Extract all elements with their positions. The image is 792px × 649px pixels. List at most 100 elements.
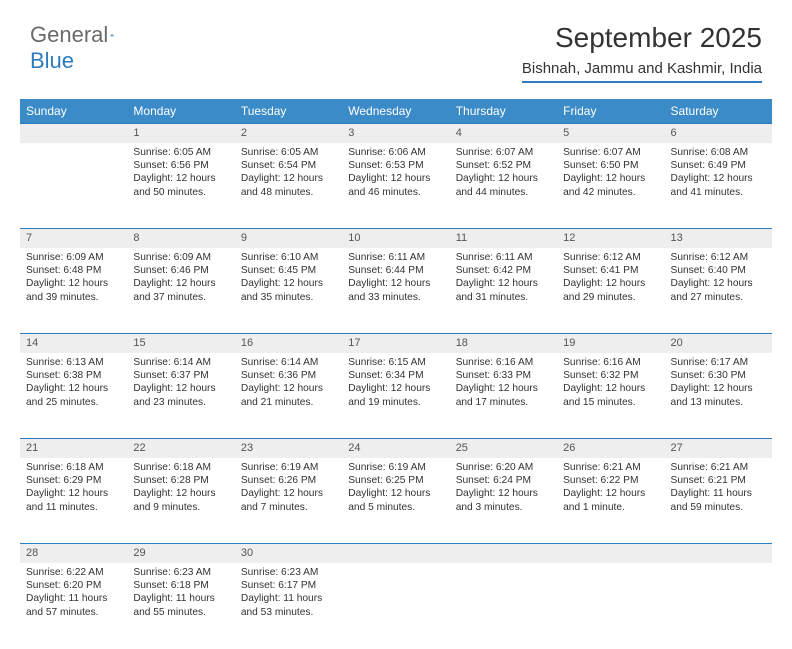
day-info-line: Sunset: 6:52 PM (456, 159, 551, 172)
day-info-line: Sunrise: 6:10 AM (241, 251, 336, 264)
day-cell: Sunrise: 6:14 AMSunset: 6:37 PMDaylight:… (127, 353, 234, 439)
day-number: 14 (20, 334, 127, 353)
day-info-line: Sunset: 6:21 PM (671, 474, 766, 487)
day-info-line: Daylight: 12 hours and 48 minutes. (241, 172, 336, 199)
day-info-line: Daylight: 12 hours and 9 minutes. (133, 487, 228, 514)
weekday-header-row: Sunday Monday Tuesday Wednesday Thursday… (20, 99, 772, 124)
day-content-row: Sunrise: 6:18 AMSunset: 6:29 PM Daylight:… (20, 458, 772, 544)
day-info-line: Sunrise: 6:11 AM (456, 251, 551, 264)
day-info-line: Daylight: 11 hours and 59 minutes. (671, 487, 766, 514)
weekday-header: Saturday (665, 99, 772, 124)
day-info-line: Sunset: 6:42 PM (456, 264, 551, 277)
day-cell: Sunrise: 6:06 AMSunset: 6:53 PMDaylight:… (342, 143, 449, 229)
day-number: 11 (450, 229, 557, 248)
day-info-line: Daylight: 12 hours and 17 minutes. (456, 382, 551, 409)
day-content-row: Sunrise: 6:22 AMSunset: 6:20 PMDaylight:… (20, 563, 772, 649)
day-info-line: Sunset: 6:41 PM (563, 264, 658, 277)
day-info-line: Daylight: 12 hours and 31 minutes. (456, 277, 551, 304)
day-info-line: Sunset: 6:18 PM (133, 579, 228, 592)
day-number: 21 (20, 439, 127, 458)
day-info-line: Sunrise: 6:13 AM (26, 356, 121, 369)
day-info-line: Sunrise: 6:05 AM (133, 146, 228, 159)
day-cell: Sunrise: 6:18 AMSunset: 6:28 PMDaylight:… (127, 458, 234, 544)
day-number: 17 (342, 334, 449, 353)
day-number (342, 544, 449, 563)
day-number (557, 544, 664, 563)
day-cell: Sunrise: 6:21 AMSunset: 6:22 PMDaylight:… (557, 458, 664, 544)
day-info-line: Sunrise: 6:14 AM (241, 356, 336, 369)
day-info-line: Sunset: 6:20 PM (26, 579, 121, 592)
day-info-line: Sunset: 6:30 PM (671, 369, 766, 382)
day-info-line: Sunset: 6:46 PM (133, 264, 228, 277)
day-info-line: Daylight: 12 hours and 5 minutes. (348, 487, 443, 514)
day-number: 15 (127, 334, 234, 353)
day-number: 18 (450, 334, 557, 353)
day-info-line: Daylight: 12 hours and 41 minutes. (671, 172, 766, 199)
logo-text-1: General (30, 22, 108, 48)
logo-text-2: Blue (30, 48, 74, 74)
day-info-line: Daylight: 11 hours and 57 minutes. (26, 592, 121, 619)
day-info-line: Sunrise: 6:23 AM (133, 566, 228, 579)
day-info-line: Sunset: 6:25 PM (348, 474, 443, 487)
day-number: 13 (665, 229, 772, 248)
day-number: 16 (235, 334, 342, 353)
day-info-line: Sunrise: 6:07 AM (563, 146, 658, 159)
day-info-line: Sunset: 6:29 PM (26, 474, 121, 487)
day-info-line: Sunset: 6:50 PM (563, 159, 658, 172)
day-content-row: Sunrise: 6:13 AMSunset: 6:38 PMDaylight:… (20, 353, 772, 439)
day-cell: Sunrise: 6:07 AMSunset: 6:50 PMDaylight:… (557, 143, 664, 229)
day-cell (557, 563, 664, 649)
day-cell: Sunrise: 6:16 AMSunset: 6:33 PMDaylight:… (450, 353, 557, 439)
day-info-line: Daylight: 12 hours and 27 minutes. (671, 277, 766, 304)
day-info-line: Daylight: 12 hours and 7 minutes. (241, 487, 336, 514)
day-number: 23 (235, 439, 342, 458)
day-number: 28 (20, 544, 127, 563)
day-info-line: Sunset: 6:53 PM (348, 159, 443, 172)
day-cell (20, 143, 127, 229)
day-number: 9 (235, 229, 342, 248)
day-cell: Sunrise: 6:18 AMSunset: 6:29 PMDaylight:… (20, 458, 127, 544)
day-info-line: Sunrise: 6:08 AM (671, 146, 766, 159)
day-info-line: Sunset: 6:49 PM (671, 159, 766, 172)
day-info-line: Sunset: 6:28 PM (133, 474, 228, 487)
day-info-line: Daylight: 12 hours and 21 minutes. (241, 382, 336, 409)
day-info-line: Daylight: 12 hours and 23 minutes. (133, 382, 228, 409)
day-info-line: Sunset: 6:40 PM (671, 264, 766, 277)
day-info-line: Daylight: 12 hours and 25 minutes. (26, 382, 121, 409)
day-cell (450, 563, 557, 649)
day-cell: Sunrise: 6:05 AMSunset: 6:54 PMDaylight:… (235, 143, 342, 229)
day-info-line: Sunset: 6:33 PM (456, 369, 551, 382)
day-info-line: Daylight: 12 hours and 3 minutes. (456, 487, 551, 514)
title-block: September 2025 Bishnah, Jammu and Kashmi… (522, 22, 762, 83)
day-number (450, 544, 557, 563)
day-info-line: Sunrise: 6:16 AM (456, 356, 551, 369)
weekday-header: Monday (127, 99, 234, 124)
day-cell: Sunrise: 6:10 AMSunset: 6:45 PMDaylight:… (235, 248, 342, 334)
day-cell: Sunrise: 6:23 AMSunset: 6:17 PMDaylight:… (235, 563, 342, 649)
day-info-line: Sunrise: 6:06 AM (348, 146, 443, 159)
day-info-line: Sunrise: 6:19 AM (241, 461, 336, 474)
day-number (20, 124, 127, 143)
day-number: 10 (342, 229, 449, 248)
day-cell: Sunrise: 6:20 AMSunset: 6:24 PMDaylight:… (450, 458, 557, 544)
day-info-line: Sunrise: 6:14 AM (133, 356, 228, 369)
day-content-row: Sunrise: 6:09 AMSunset: 6:48 PMDaylight:… (20, 248, 772, 334)
day-info-line: Sunrise: 6:07 AM (456, 146, 551, 159)
day-number: 22 (127, 439, 234, 458)
day-number: 6 (665, 124, 772, 143)
day-info-line: Daylight: 12 hours and 46 minutes. (348, 172, 443, 199)
day-cell: Sunrise: 6:15 AMSunset: 6:34 PMDaylight:… (342, 353, 449, 439)
day-cell: Sunrise: 6:19 AMSunset: 6:26 PMDaylight:… (235, 458, 342, 544)
day-info-line: Sunset: 6:34 PM (348, 369, 443, 382)
day-cell: Sunrise: 6:21 AMSunset: 6:21 PMDaylight:… (665, 458, 772, 544)
day-info-line: Daylight: 11 hours and 55 minutes. (133, 592, 228, 619)
day-info-line: Sunset: 6:56 PM (133, 159, 228, 172)
day-number: 29 (127, 544, 234, 563)
day-info-line: Sunset: 6:32 PM (563, 369, 658, 382)
logalblue-sail-icon (110, 26, 114, 44)
day-number: 12 (557, 229, 664, 248)
day-cell: Sunrise: 6:09 AMSunset: 6:46 PMDaylight:… (127, 248, 234, 334)
day-info-line: Sunrise: 6:18 AM (26, 461, 121, 474)
day-info-line: Daylight: 12 hours and 37 minutes. (133, 277, 228, 304)
day-info-line: Daylight: 12 hours and 1 minute. (563, 487, 658, 514)
